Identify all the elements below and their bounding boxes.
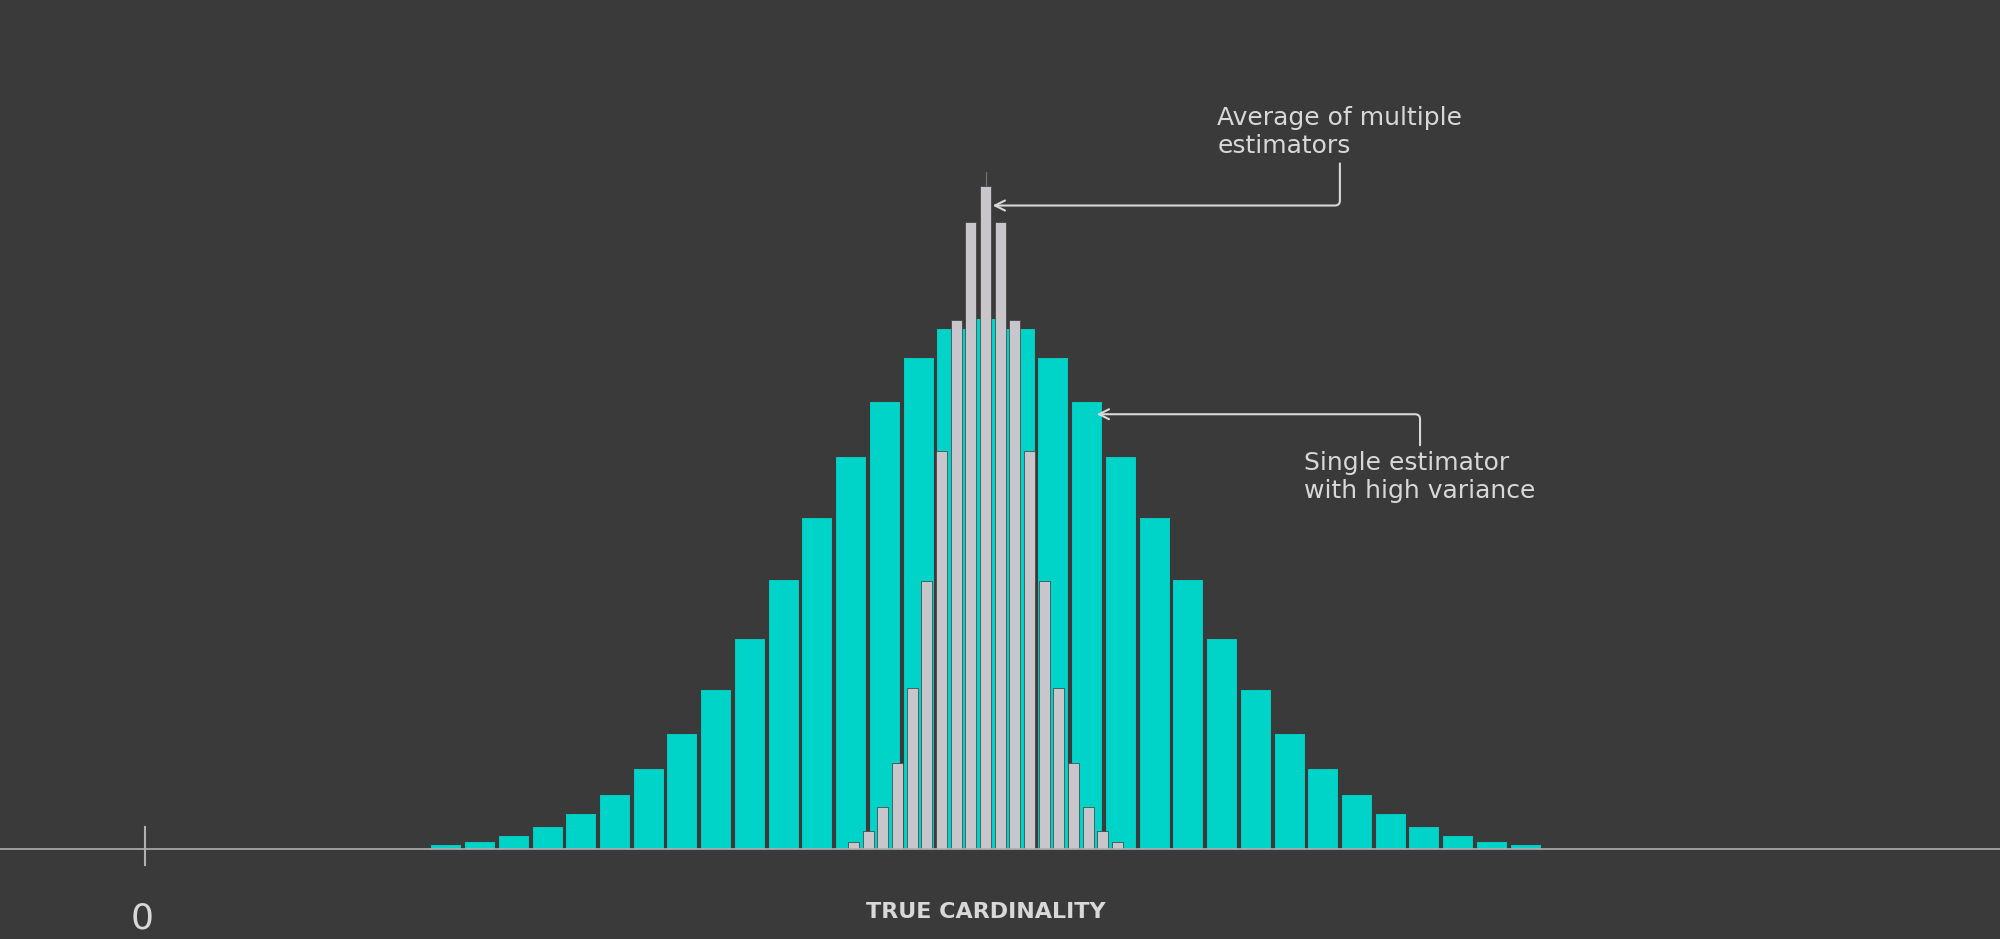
Bar [1068,762,1078,849]
Bar [1342,794,1372,849]
Bar [1510,844,1540,849]
Bar [902,357,934,849]
Bar [950,320,962,849]
Bar [970,318,1002,849]
Bar [1138,517,1170,849]
Bar [1072,401,1102,849]
Bar [980,186,990,849]
Bar [734,638,764,849]
Bar [892,762,904,849]
Bar [966,223,976,849]
Text: 0: 0 [130,901,154,935]
Bar [1408,826,1440,849]
Bar [1054,688,1064,849]
Bar [836,456,866,849]
Text: Single estimator
with high variance: Single estimator with high variance [1100,409,1536,502]
Bar [1010,320,1020,849]
Bar [1038,357,1068,849]
Bar [878,808,888,849]
Bar [1240,689,1270,849]
Bar [498,836,528,849]
Bar [566,813,596,849]
Bar [1112,842,1122,849]
Bar [1374,813,1406,849]
Bar [922,581,932,849]
Bar [1098,831,1108,849]
Bar [1004,328,1034,849]
Bar [848,842,860,849]
Bar [768,579,798,849]
Bar [1024,451,1034,849]
Bar [1206,638,1238,849]
Bar [1038,581,1050,849]
Bar [430,844,462,849]
Bar [464,841,496,849]
Bar [906,688,918,849]
Bar [1442,836,1474,849]
Bar [532,826,562,849]
Bar [936,451,948,849]
Bar [802,517,832,849]
Bar [936,328,968,849]
Bar [1172,579,1204,849]
Bar [1082,808,1094,849]
Text: TRUE CARDINALITY: TRUE CARDINALITY [866,901,1106,921]
Bar [666,733,698,849]
Bar [868,401,900,849]
Bar [632,768,664,849]
Text: Average of multiple
estimators: Average of multiple estimators [994,106,1462,210]
Bar [598,794,630,849]
Bar [1274,733,1304,849]
Bar [994,223,1006,849]
Bar [862,831,874,849]
Bar [700,689,732,849]
Bar [1476,841,1506,849]
Bar [1308,768,1338,849]
Bar [1104,456,1136,849]
